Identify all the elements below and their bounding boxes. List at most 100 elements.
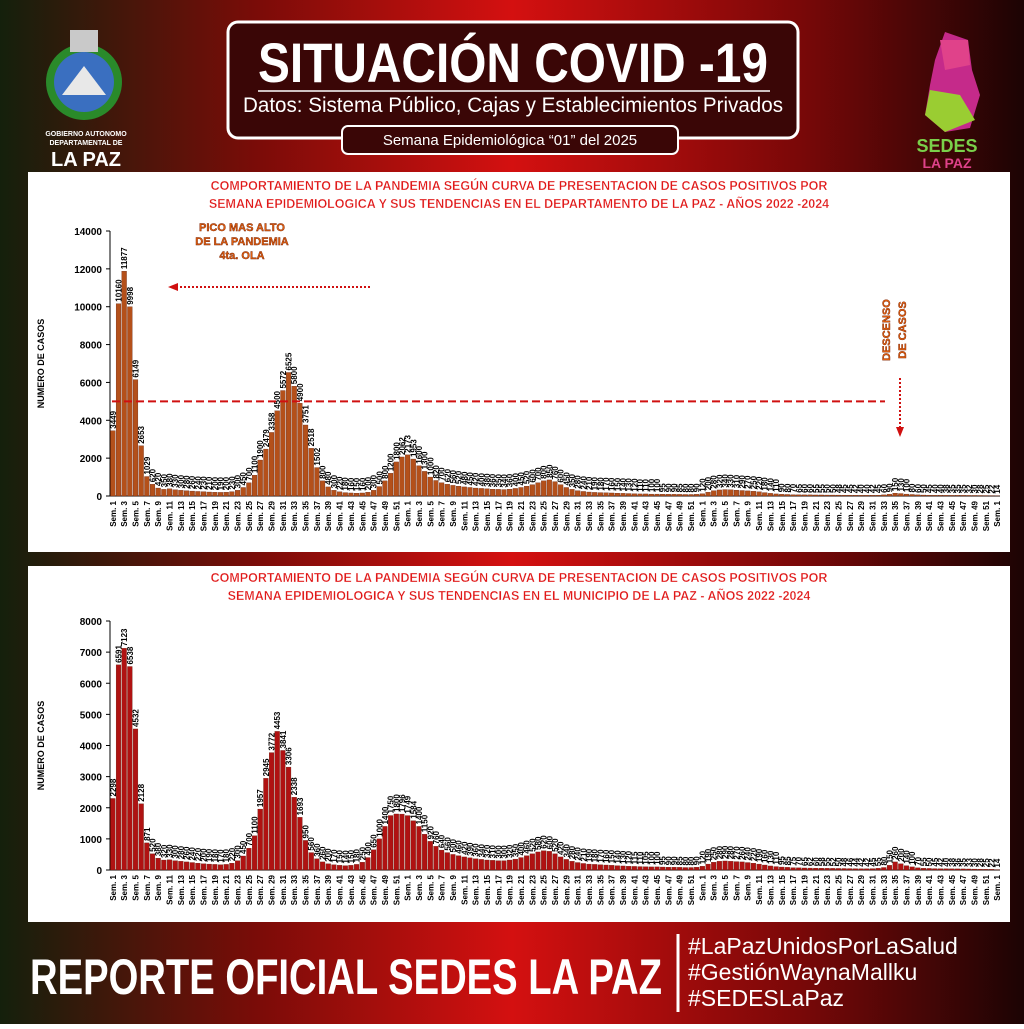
- bar: [796, 868, 801, 870]
- bar: [156, 858, 161, 870]
- bar: [802, 868, 807, 870]
- bar: [972, 495, 977, 496]
- bar: [383, 481, 388, 496]
- bar: [190, 863, 195, 870]
- bar: [706, 864, 711, 870]
- x-tick-label: Sem. 29: [857, 874, 866, 905]
- bar: [915, 495, 920, 496]
- bar: [813, 868, 818, 870]
- bar: [473, 488, 478, 496]
- x-tick-label: Sem. 13: [766, 874, 775, 905]
- bar: [983, 869, 988, 870]
- bar: [609, 493, 614, 496]
- x-tick-label: Sem. 41: [336, 874, 345, 905]
- x-tick-label: Sem. 1: [109, 500, 118, 526]
- x-tick-label: Sem. 25: [245, 500, 254, 531]
- bar: [847, 869, 852, 870]
- y-tick-label: 0: [96, 492, 102, 503]
- data-label: 5800: [290, 366, 299, 384]
- bar: [779, 494, 784, 496]
- bar: [366, 492, 371, 496]
- x-tick-label: Sem. 33: [880, 874, 889, 905]
- x-tick-label: Sem. 43: [347, 500, 356, 531]
- x-tick-label: Sem. 5: [426, 874, 435, 900]
- bar: [371, 850, 376, 870]
- bar: [751, 491, 756, 496]
- x-tick-label: Sem. 51: [687, 500, 696, 531]
- bar: [377, 487, 382, 496]
- bar: [547, 480, 552, 496]
- x-tick-label: Sem. 27: [256, 500, 265, 531]
- bar: [847, 495, 852, 496]
- x-tick-label: Sem. 31: [279, 500, 288, 531]
- data-label: 3751: [302, 405, 311, 423]
- x-tick-label: Sem. 47: [959, 874, 968, 905]
- bar: [553, 854, 558, 870]
- bar: [184, 862, 189, 870]
- x-tick-label: Sem. 1: [404, 874, 413, 900]
- x-tick-label: Sem. 47: [370, 874, 379, 905]
- bar: [989, 869, 994, 870]
- bar: [904, 866, 909, 870]
- bar: [768, 493, 773, 496]
- x-tick-label: Sem. 7: [438, 500, 447, 526]
- bar: [354, 864, 359, 870]
- bar: [808, 868, 813, 870]
- data-label: 3306: [285, 747, 294, 765]
- bar: [598, 865, 603, 870]
- bar: [740, 491, 745, 496]
- bar: [581, 491, 586, 496]
- bar: [178, 861, 183, 870]
- bar: [360, 493, 365, 496]
- bar: [524, 856, 529, 870]
- bar: [281, 391, 286, 496]
- bar: [649, 494, 654, 496]
- bar: [876, 868, 881, 870]
- bar: [802, 495, 807, 496]
- header-subtitle: Datos: Sistema Público, Cajas y Establec…: [243, 94, 783, 117]
- bar: [632, 494, 637, 496]
- bar: [218, 492, 223, 496]
- x-tick-label: Sem. 43: [642, 500, 651, 531]
- x-tick-label: Sem. 35: [596, 500, 605, 531]
- bar: [887, 865, 892, 870]
- bar: [434, 480, 439, 496]
- x-tick-label: Sem. 19: [211, 500, 220, 531]
- bar: [604, 493, 609, 496]
- bar: [672, 494, 677, 496]
- x-tick-label: Sem. 17: [494, 874, 503, 905]
- x-tick-label: Sem. 21: [517, 874, 526, 905]
- bar: [666, 867, 671, 870]
- bar: [785, 494, 790, 496]
- x-tick-label: Sem. 45: [358, 874, 367, 905]
- x-tick-label: Sem. 31: [868, 500, 877, 531]
- bar: [507, 860, 512, 870]
- bar: [485, 489, 490, 496]
- bar: [468, 487, 473, 496]
- data-label: 4453: [273, 711, 282, 729]
- annotation: 4ta. OLA: [219, 250, 264, 262]
- bar: [229, 863, 234, 870]
- data-label: 2128: [137, 783, 146, 801]
- x-tick-label: Sem. 35: [302, 874, 311, 905]
- x-tick-label: Sem. 41: [630, 874, 639, 905]
- x-tick-label: Sem. 3: [415, 874, 424, 900]
- y-axis-label: NUMERO DE CASOS: [36, 319, 46, 409]
- x-tick-label: Sem. 39: [324, 874, 333, 905]
- bar: [881, 495, 886, 496]
- bar: [479, 859, 484, 870]
- chart-title: COMPORTAMIENTO DE LA PANDEMIA SEGÚN CURV…: [211, 570, 828, 585]
- left-logo-text: DEPARTAMENTAL DE: [50, 140, 123, 147]
- bar: [677, 494, 682, 496]
- x-tick-label: Sem. 5: [426, 500, 435, 526]
- bar: [819, 495, 824, 496]
- bar: [592, 492, 597, 496]
- x-tick-label: Sem. 35: [891, 874, 900, 905]
- x-tick-label: Sem. 35: [596, 874, 605, 905]
- bar: [383, 826, 388, 870]
- bar: [564, 487, 569, 496]
- bar: [575, 863, 580, 870]
- bar: [961, 495, 966, 496]
- x-tick-label: Sem. 23: [823, 874, 832, 905]
- x-tick-label: Sem. 7: [143, 874, 152, 900]
